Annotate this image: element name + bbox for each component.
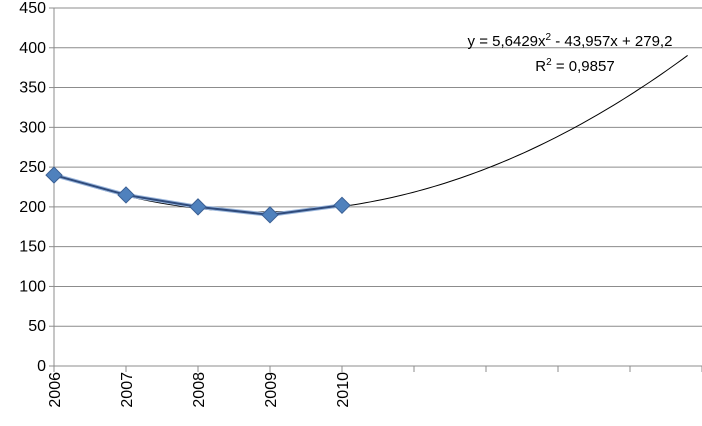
y-tick-label: 200 <box>19 199 46 216</box>
labels-group: 0 50 100 150 200 250 300 350 400 450 2006 2007 2008 2… <box>19 0 672 408</box>
series-group <box>45 166 351 224</box>
data-point-marker <box>189 198 207 216</box>
equation-superscript: 2 <box>546 32 552 43</box>
y-tick-label: 100 <box>19 278 46 295</box>
data-point-marker <box>117 186 135 204</box>
data-point-marker <box>45 166 63 184</box>
y-tick-label: 350 <box>19 80 46 97</box>
y-tick-label: 300 <box>19 119 46 136</box>
y-tick-label: 400 <box>19 40 46 57</box>
x-tick-label: 2007 <box>119 372 136 408</box>
trendline-group <box>53 55 688 213</box>
trendline <box>53 55 688 213</box>
x-tick-label: 2009 <box>263 372 280 408</box>
data-point-marker <box>333 196 351 215</box>
y-tick-label: 450 <box>19 0 46 17</box>
y-tick-label: 250 <box>19 159 46 176</box>
y-tick-label: 0 <box>37 358 46 375</box>
y-tick-label: 50 <box>28 318 46 335</box>
r2-part: R <box>535 58 546 75</box>
x-tick-label: 2008 <box>191 372 208 408</box>
y-tick-label: 150 <box>19 239 46 256</box>
axes <box>49 7 702 372</box>
x-tick-label: 2010 <box>335 372 352 408</box>
data-point-marker <box>261 206 279 224</box>
gridlines <box>54 7 702 327</box>
equation-part: - 43,957x + 279,2 <box>551 33 672 50</box>
trendline-equation: y = 5,6429x2 - 43,957x + 279,2 <box>468 32 673 50</box>
r2-part: = 0,9857 <box>552 58 615 75</box>
x-tick-label: 2006 <box>47 372 64 408</box>
r2-superscript: 2 <box>546 57 552 68</box>
equation-part: y = 5,6429x <box>468 33 546 50</box>
trendline-r-squared: R2 = 0,9857 <box>535 57 614 75</box>
